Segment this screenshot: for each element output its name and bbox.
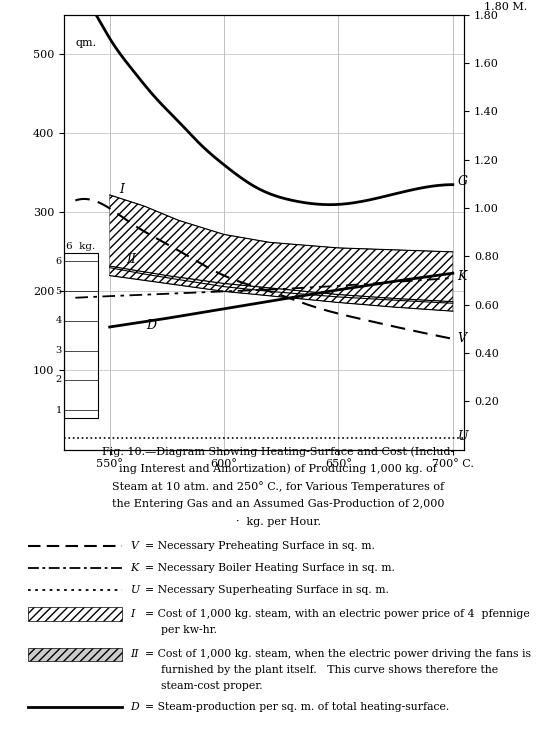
Text: furnished by the plant itself.   This curve shows therefore the: furnished by the plant itself. This curv… [161,665,498,675]
Text: 6: 6 [56,257,62,266]
Text: 4: 4 [56,317,62,325]
Text: 2: 2 [56,376,62,385]
Text: = Necessary Boiler Heating Surface in sq. m.: = Necessary Boiler Heating Surface in sq… [145,563,394,573]
Text: qm.: qm. [76,38,97,48]
Text: per kw-hr.: per kw-hr. [161,625,217,635]
Text: Fig. 10.—Diagram Showing Heating-Surface and Cost (Includ-: Fig. 10.—Diagram Showing Heating-Surface… [102,446,454,457]
Text: 1.80 M.: 1.80 M. [484,2,528,12]
Text: U: U [131,585,140,595]
Text: U: U [458,430,468,443]
Text: 1: 1 [56,406,62,414]
Text: steam-cost proper.: steam-cost proper. [161,681,263,692]
Text: 3: 3 [56,346,62,355]
Text: I: I [131,609,135,619]
Text: 6  kg.: 6 kg. [66,242,96,251]
Text: = Cost of 1,000 kg. steam, with an electric power price of 4  pfennige: = Cost of 1,000 kg. steam, with an elect… [145,609,529,619]
Text: = Cost of 1,000 kg. steam, when the electric power driving the fans is: = Cost of 1,000 kg. steam, when the elec… [145,649,530,659]
Text: Steam at 10 atm. and 250° C., for Various Temperatures of: Steam at 10 atm. and 250° C., for Variou… [112,481,444,492]
Text: = Necessary Superheating Surface in sq. m.: = Necessary Superheating Surface in sq. … [145,585,389,595]
Text: D: D [131,702,140,712]
Text: G: G [458,175,468,189]
Text: = Necessary Preheating Surface in sq. m.: = Necessary Preheating Surface in sq. m. [145,541,374,551]
Text: the Entering Gas and an Assumed Gas-Production of 2,000: the Entering Gas and an Assumed Gas-Prod… [112,499,444,510]
Text: K: K [458,270,467,283]
Text: II: II [126,253,136,266]
Bar [64,254,98,418]
Text: ·  kg. per Hour.: · kg. per Hour. [236,517,320,527]
Text: II: II [131,649,139,659]
Text: K: K [131,563,139,573]
Text: V: V [131,541,138,551]
Text: ing Interest and Amortization) of Producing 1,000 kg. of: ing Interest and Amortization) of Produc… [119,463,437,474]
Text: V: V [458,332,466,345]
Text: I: I [119,183,124,196]
Text: = Steam-production per sq. m. of total heating-surface.: = Steam-production per sq. m. of total h… [145,702,449,712]
Text: 5: 5 [56,287,62,296]
Text: D: D [146,319,156,333]
